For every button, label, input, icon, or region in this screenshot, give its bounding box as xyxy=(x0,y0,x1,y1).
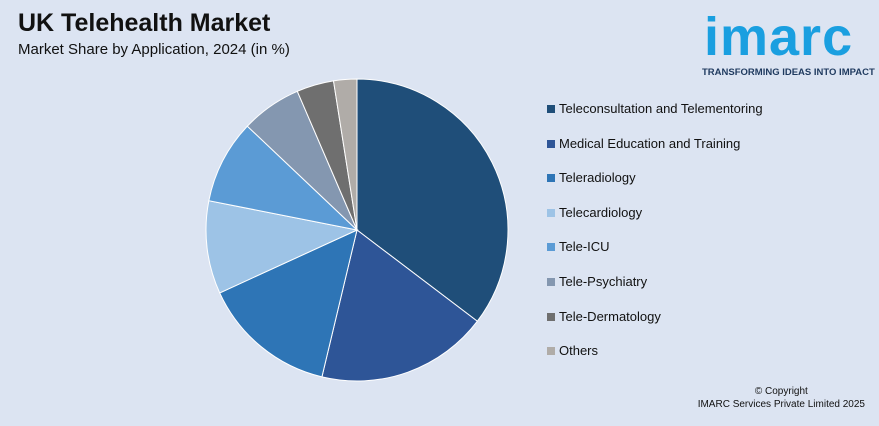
legend-label: Telecardiology xyxy=(559,204,643,220)
legend-swatch xyxy=(547,105,555,113)
legend-swatch xyxy=(547,347,555,356)
legend-swatch xyxy=(547,278,555,286)
logo-tagline: TRANSFORMING IDEAS INTO IMPACT xyxy=(702,67,875,78)
legend-swatch xyxy=(547,243,555,252)
legend-label: Tele-Psychiatry xyxy=(559,274,648,289)
pie-slice-medical-education-and-training xyxy=(321,229,479,382)
pie-slice-telecardiology xyxy=(205,200,359,294)
copyright-line: © Copyright xyxy=(754,386,808,397)
legend-label: Medical Education and Training xyxy=(559,135,741,151)
pie-slice-tele-icu xyxy=(208,125,359,231)
legend-label: Teleconsultation and Telementoring xyxy=(559,101,763,116)
copyright: © Copyright IMARC Services Private Limit… xyxy=(698,385,865,411)
imarc-logo: imarc TRANSFORMING IDEAS INTO IMPACT xyxy=(700,6,875,82)
legend-label: Tele-Dermatology xyxy=(559,308,661,324)
chart-subtitle: Market Share by Application, 2024 (in %) xyxy=(18,41,290,58)
pie-slice-others xyxy=(332,78,358,231)
legend-swatch xyxy=(547,312,555,321)
company-line: IMARC Services Private Limited 2025 xyxy=(697,399,865,410)
chart-title: UK Telehealth Market xyxy=(18,9,271,37)
legend-label: Tele-ICU xyxy=(559,239,610,255)
logo-wordmark: imarc xyxy=(704,7,854,67)
legend-label: Others xyxy=(559,343,599,359)
legend-swatch xyxy=(547,174,555,183)
pie-slice-teleradiology xyxy=(219,229,358,378)
pie-slice-teleconsultation-and-telementoring xyxy=(356,78,509,322)
legend-swatch xyxy=(547,208,555,217)
legend-label: Teleradiology xyxy=(559,170,636,186)
legend-swatch xyxy=(547,139,555,148)
